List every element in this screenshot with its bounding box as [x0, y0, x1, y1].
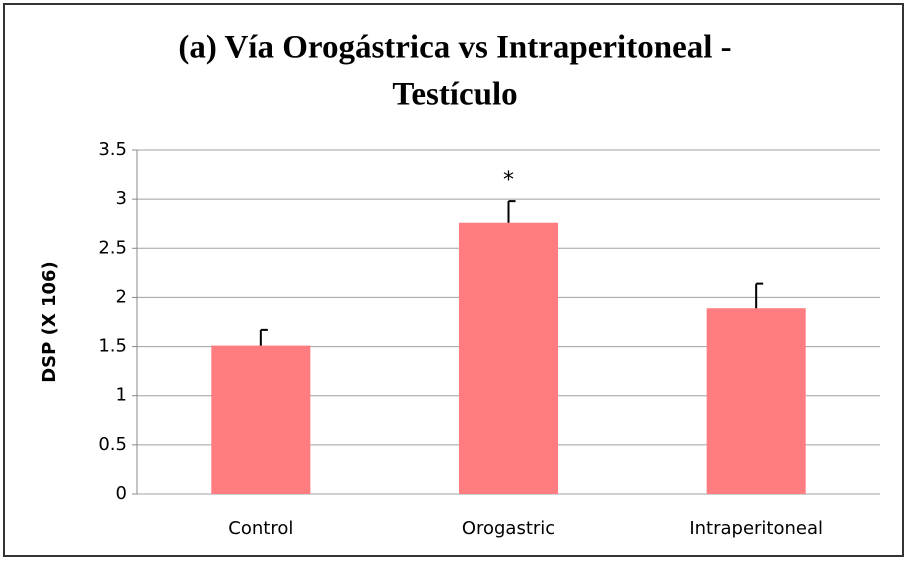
chart-title: (a) Vía Orogástrica vs Intraperitoneal - [178, 30, 731, 66]
bar [458, 222, 559, 494]
error-bar [259, 328, 268, 346]
x-tick-label: Control [228, 518, 293, 539]
bar [211, 345, 311, 494]
error-bar [755, 282, 764, 309]
y-tick-label: 0.5 [98, 434, 127, 455]
x-tick-label: Orogastric [462, 518, 555, 539]
y-tick-label: 3.5 [98, 139, 127, 160]
error-bar [507, 200, 516, 223]
y-tick-label: 2 [116, 286, 127, 307]
y-tick-label: 1.5 [98, 336, 127, 357]
y-tick-label: 3 [116, 188, 127, 209]
x-tick-label: Intraperitoneal [689, 518, 823, 539]
chart-title: Testículo [392, 77, 517, 113]
bar [706, 308, 806, 494]
y-tick-label: 2.5 [98, 237, 127, 258]
y-tick-label: 0 [116, 483, 127, 504]
y-axis-label: DSP (X 106) [39, 261, 60, 383]
annotation: * [503, 168, 514, 193]
y-tick-label: 1 [116, 385, 127, 406]
